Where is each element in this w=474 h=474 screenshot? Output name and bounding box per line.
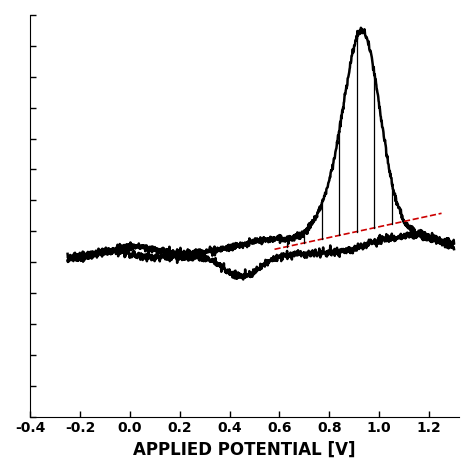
X-axis label: APPLIED POTENTIAL [V]: APPLIED POTENTIAL [V] [133,441,356,459]
